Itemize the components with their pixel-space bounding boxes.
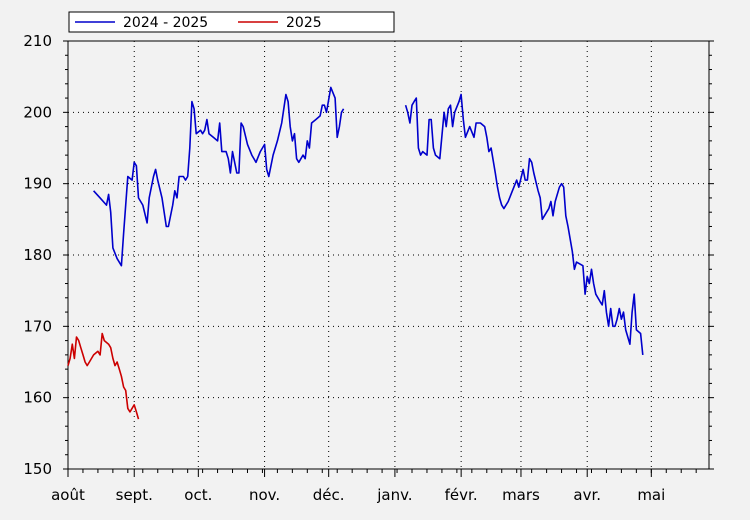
grid xyxy=(68,41,709,469)
y-tick-label: 210 xyxy=(23,32,52,50)
x-tick-label: sept. xyxy=(116,486,153,504)
y-tick-label: 170 xyxy=(23,317,52,335)
legend-box xyxy=(68,11,395,33)
x-tick-label: avr. xyxy=(573,486,601,504)
x-tick-label: déc. xyxy=(313,486,345,504)
y-tick-label: 190 xyxy=(23,175,52,193)
y-tick-label: 180 xyxy=(23,246,52,264)
x-tick-label: nov. xyxy=(249,486,280,504)
series-line-1 xyxy=(404,93,644,355)
axes: 150 160 170 180 190 200 210 août sept. oct. nov. dé… xyxy=(23,32,714,504)
y-tick-label: 150 xyxy=(23,460,52,478)
series-group xyxy=(67,86,644,420)
series-line-2 xyxy=(67,332,140,420)
x-tick-label: janv. xyxy=(376,486,412,504)
legend: 2024 - 2025 2025 xyxy=(68,11,395,33)
y-tick-label: 160 xyxy=(23,389,52,407)
x-tick-label: mai xyxy=(637,486,665,504)
x-tick-label: oct. xyxy=(184,486,212,504)
x-tick-label: août xyxy=(51,486,85,504)
x-tick-label: févr. xyxy=(445,486,478,504)
x-tick-label: mars xyxy=(502,486,540,504)
y-tick-label: 200 xyxy=(23,103,52,121)
series-line-1 xyxy=(93,86,345,267)
legend-label-2: 2025 xyxy=(286,15,322,31)
legend-label-1: 2024 - 2025 xyxy=(123,15,208,31)
